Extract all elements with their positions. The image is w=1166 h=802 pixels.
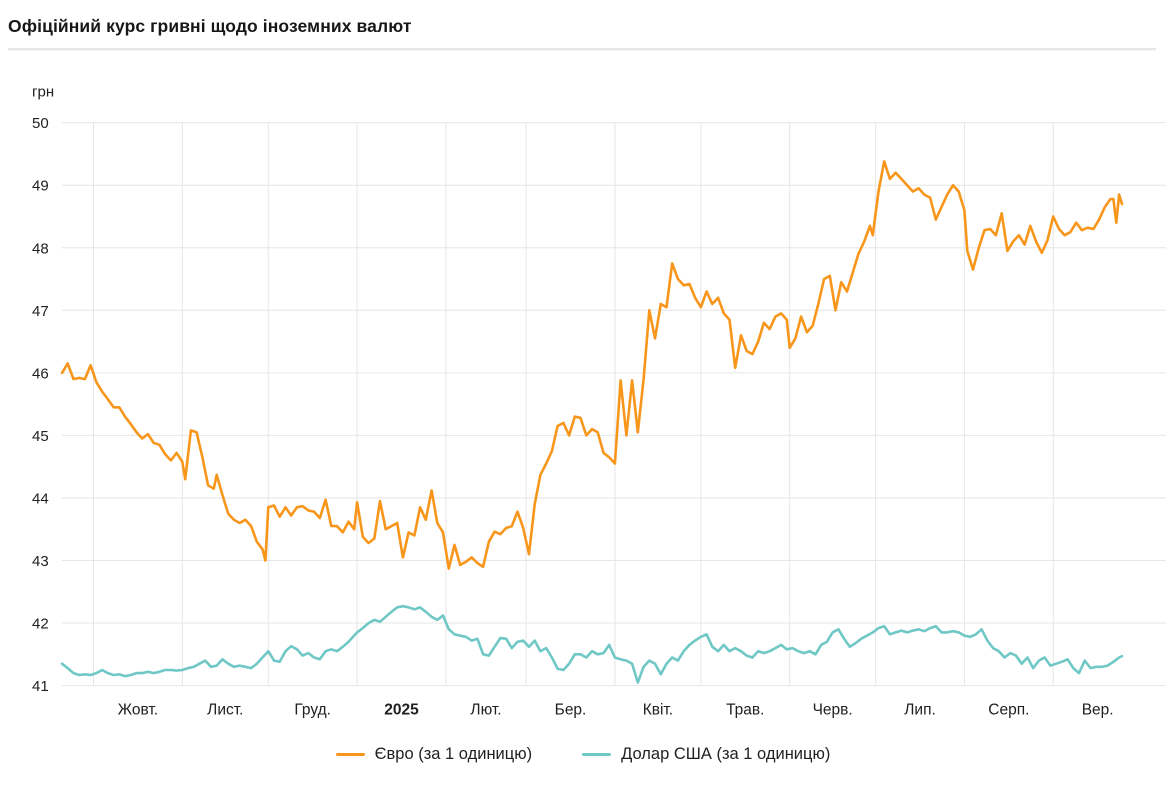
y-axis-tick-label: 44 — [32, 490, 49, 507]
x-axis-tick-label: Лип. — [904, 702, 936, 719]
y-axis-tick-label: 50 — [32, 115, 49, 132]
x-axis-tick-label: Бер. — [555, 702, 587, 719]
y-axis-tick-label: 42 — [32, 616, 49, 633]
x-axis-tick-label: Трав. — [726, 702, 764, 719]
y-axis-tick-label: 48 — [32, 240, 49, 257]
y-axis-unit-label: грн — [32, 84, 54, 101]
legend-item-euro[interactable]: Євро (за 1 одиницю) — [335, 745, 533, 764]
y-axis-tick-label: 45 — [32, 428, 49, 445]
x-axis-tick-label: Серп. — [988, 702, 1029, 719]
gridlines — [62, 122, 1166, 687]
x-axis-tick-label: Жовт. — [118, 702, 158, 719]
y-axis-tick-label: 49 — [32, 178, 49, 195]
exchange-rate-chart: 41 42 43 44 45 46 47 48 49 50 грн Жовт. Лист. Груд. 20… — [0, 73, 1166, 733]
chart-plot-area[interactable]: 41 42 43 44 45 46 47 48 49 50 грн Жовт. Лист. Груд. 20… — [0, 73, 1166, 728]
x-axis-tick-label: 2025 — [384, 702, 419, 719]
usd-series-line — [60, 604, 1124, 684]
x-axis-tick-label: Лют. — [470, 702, 501, 719]
header-divider — [8, 48, 1156, 50]
y-axis-tick-label: 46 — [32, 365, 49, 382]
y-axis-tick-label: 47 — [32, 303, 49, 320]
x-axis-tick-label: Лист. — [207, 702, 243, 719]
page-title: Офіційний курс гривні щодо іноземних вал… — [8, 16, 412, 36]
x-axis-tick-label: Квіт. — [643, 702, 673, 719]
legend-label-euro: Євро (за 1 одиницю) — [374, 745, 533, 763]
usd-line-marker-icon — [582, 753, 612, 756]
euro-line-marker-icon — [335, 753, 365, 756]
legend-item-usd[interactable]: Долар США (за 1 одиницю) — [582, 745, 830, 764]
x-axis-tick-label: Груд. — [294, 702, 331, 719]
x-axis-tick-label: Вер. — [1082, 702, 1114, 719]
chart-legend: Євро (за 1 одиницю) Долар США (за 1 один… — [0, 745, 1166, 764]
euro-series-line — [60, 160, 1124, 570]
header: Офіційний курс гривні щодо іноземних вал… — [0, 0, 1166, 50]
x-axis-tick-label: Черв. — [813, 702, 853, 719]
y-axis-tick-label: 43 — [32, 553, 49, 570]
legend-label-usd: Долар США (за 1 одиницю) — [621, 745, 831, 763]
y-axis-tick-label: 41 — [32, 678, 49, 695]
